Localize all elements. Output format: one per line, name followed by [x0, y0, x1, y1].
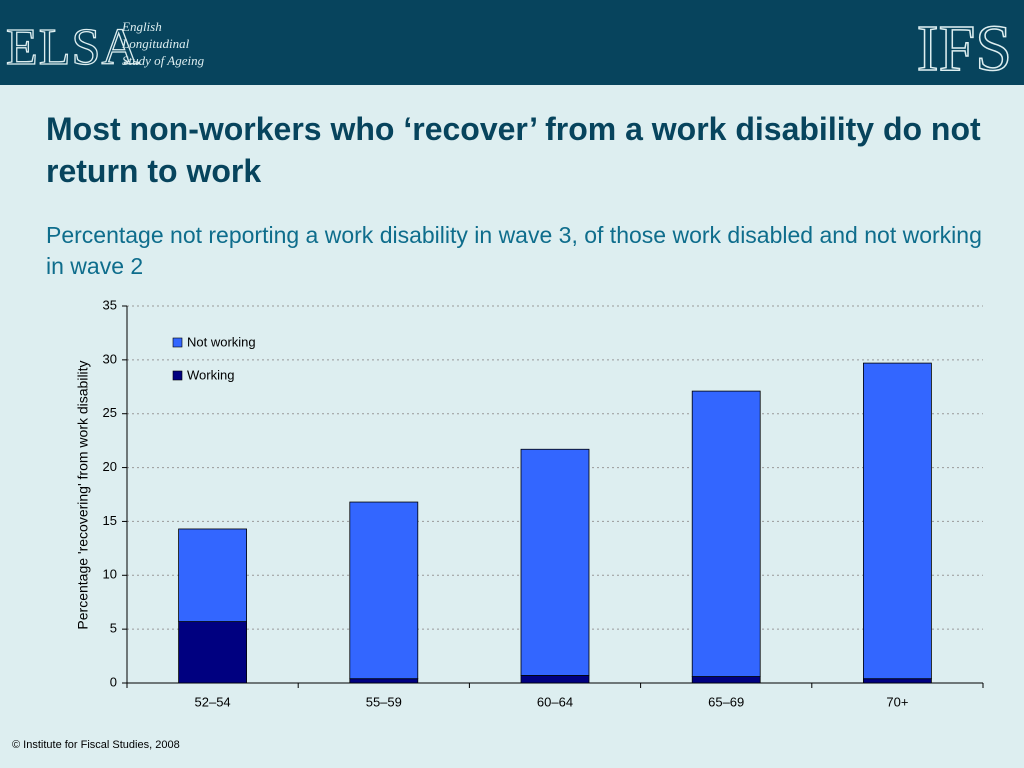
y-tick-label: 30: [103, 351, 117, 366]
y-tick-label: 15: [103, 513, 117, 528]
logo-line: English: [121, 19, 162, 34]
logo-line: Longitudinal: [121, 36, 190, 51]
y-tick-label: 0: [110, 674, 117, 689]
x-tick-label: 60–64: [537, 694, 573, 709]
x-tick-label: 55–59: [366, 694, 402, 709]
y-tick-label: 25: [103, 405, 117, 420]
legend-label: Working: [187, 367, 234, 382]
bar-segment: [691, 676, 761, 684]
bar-segment: [863, 362, 932, 680]
elsa-logo: ELSA: [6, 19, 140, 76]
x-tick-label: 65–69: [708, 694, 744, 709]
chart-subtitle: Percentage not reporting a work disabili…: [46, 222, 982, 279]
bar-segment: [349, 501, 419, 680]
bar-segment: [520, 675, 590, 684]
bar-segment: [520, 448, 590, 676]
header-band: [0, 0, 1024, 85]
title-box: Most non-workers who ‘recover’ from a wo…: [46, 111, 981, 189]
bar-segment: [178, 621, 248, 684]
logo-line: Study of Ageing: [122, 53, 205, 68]
y-axis-label: Percentage 'recovering' from work disabi…: [75, 360, 91, 629]
legend-label: Not working: [187, 334, 256, 349]
legend-swatch: [172, 337, 183, 348]
bar-segment: [863, 678, 932, 684]
y-tick-label: 35: [103, 297, 117, 312]
y-tick-label: 20: [103, 459, 117, 474]
bar-segment: [349, 678, 419, 684]
footer: © Institute for Fiscal Studies, 2008: [12, 739, 180, 751]
bar-segment: [178, 528, 248, 623]
y-tick-label: 10: [103, 567, 117, 582]
x-tick-label: 52–54: [195, 694, 231, 709]
subtitle-box: Percentage not reporting a work disabili…: [46, 222, 982, 279]
ifs-logo: IFS: [917, 12, 1012, 85]
y-tick-label: 5: [110, 621, 117, 636]
chart-title: Most non-workers who ‘recover’ from a wo…: [46, 111, 981, 189]
x-tick-label: 70+: [886, 694, 908, 709]
bar-segment: [691, 390, 761, 677]
legend-swatch: [172, 370, 183, 381]
